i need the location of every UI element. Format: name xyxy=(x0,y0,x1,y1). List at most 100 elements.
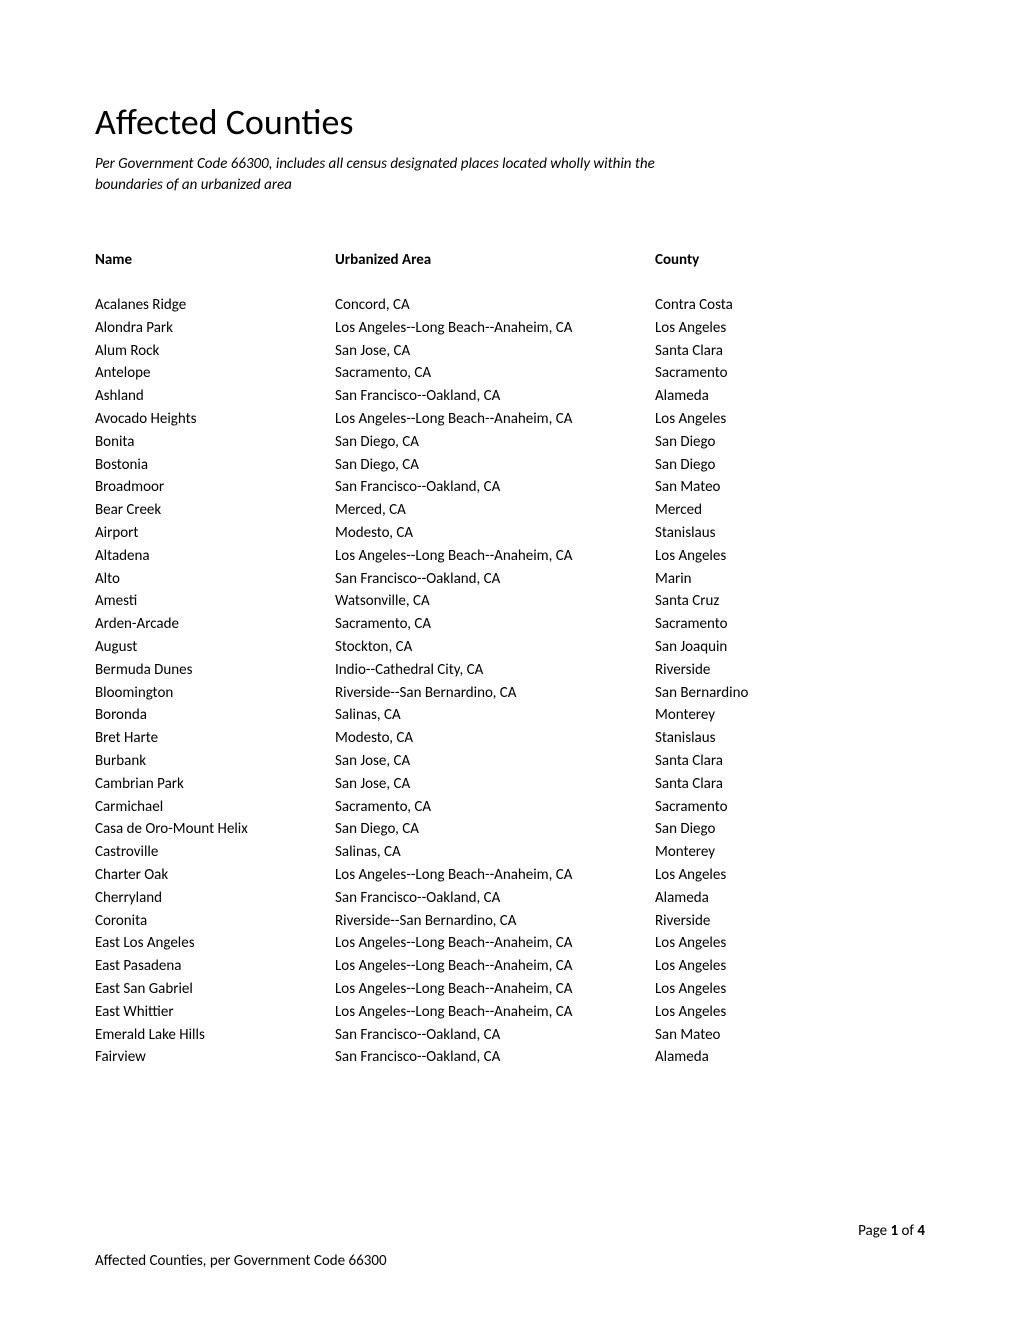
cell-county: Merced xyxy=(655,499,925,522)
cell-area: Sacramento, CA xyxy=(335,613,655,636)
cell-area: San Jose, CA xyxy=(335,773,655,796)
page-separator: of xyxy=(898,1222,917,1240)
cell-name: Arden-Arcade xyxy=(95,613,335,636)
cell-county: Riverside xyxy=(655,910,925,933)
table-row: AltadenaLos Angeles--Long Beach--Anaheim… xyxy=(95,545,925,568)
table-row: AshlandSan Francisco--Oakland, CAAlameda xyxy=(95,385,925,408)
table-row: CoronitaRiverside--San Bernardino, CARiv… xyxy=(95,910,925,933)
cell-name: Broadmoor xyxy=(95,476,335,499)
cell-name: Avocado Heights xyxy=(95,408,335,431)
cell-name: Burbank xyxy=(95,750,335,773)
cell-county: Marin xyxy=(655,568,925,591)
table-row: Bret HarteModesto, CAStanislaus xyxy=(95,727,925,750)
cell-name: Charter Oak xyxy=(95,864,335,887)
table-row: East Los AngelesLos Angeles--Long Beach-… xyxy=(95,932,925,955)
table-row: Alum RockSan Jose, CASanta Clara xyxy=(95,340,925,363)
cell-name: Amesti xyxy=(95,590,335,613)
cell-area: Indio--Cathedral City, CA xyxy=(335,659,655,682)
cell-county: San Joaquin xyxy=(655,636,925,659)
cell-name: East Pasadena xyxy=(95,955,335,978)
cell-area: San Francisco--Oakland, CA xyxy=(335,568,655,591)
cell-name: Bonita xyxy=(95,431,335,454)
cell-area: San Francisco--Oakland, CA xyxy=(335,476,655,499)
cell-county: Los Angeles xyxy=(655,1001,925,1024)
header-county: County xyxy=(655,251,925,269)
cell-name: Emerald Lake Hills xyxy=(95,1024,335,1047)
cell-county: Monterey xyxy=(655,704,925,727)
cell-area: Concord, CA xyxy=(335,294,655,317)
cell-county: Sacramento xyxy=(655,613,925,636)
table-row: CastrovilleSalinas, CAMonterey xyxy=(95,841,925,864)
cell-county: Los Angeles xyxy=(655,545,925,568)
table-row: Bermuda DunesIndio--Cathedral City, CARi… xyxy=(95,659,925,682)
cell-name: Altadena xyxy=(95,545,335,568)
cell-area: Riverside--San Bernardino, CA xyxy=(335,910,655,933)
table-row: CarmichaelSacramento, CASacramento xyxy=(95,796,925,819)
cell-county: Los Angeles xyxy=(655,408,925,431)
cell-name: East Whittier xyxy=(95,1001,335,1024)
cell-area: Los Angeles--Long Beach--Anaheim, CA xyxy=(335,932,655,955)
table-row: AntelopeSacramento, CASacramento xyxy=(95,362,925,385)
cell-name: Antelope xyxy=(95,362,335,385)
cell-area: Sacramento, CA xyxy=(335,796,655,819)
table-row: Bear CreekMerced, CAMerced xyxy=(95,499,925,522)
table-header-row: Name Urbanized Area County xyxy=(95,251,925,269)
cell-name: Boronda xyxy=(95,704,335,727)
cell-county: Alameda xyxy=(655,887,925,910)
table-row: Charter OakLos Angeles--Long Beach--Anah… xyxy=(95,864,925,887)
cell-county: San Diego xyxy=(655,431,925,454)
cell-county: Los Angeles xyxy=(655,932,925,955)
page-current: 1 xyxy=(891,1222,899,1240)
cell-county: Sacramento xyxy=(655,796,925,819)
cell-name: Alto xyxy=(95,568,335,591)
cell-name: Carmichael xyxy=(95,796,335,819)
cell-name: Ashland xyxy=(95,385,335,408)
cell-county: San Mateo xyxy=(655,1024,925,1047)
cell-area: San Francisco--Oakland, CA xyxy=(335,1046,655,1069)
table-row: BurbankSan Jose, CASanta Clara xyxy=(95,750,925,773)
cell-name: Bret Harte xyxy=(95,727,335,750)
cell-name: Bloomington xyxy=(95,682,335,705)
cell-county: Alameda xyxy=(655,385,925,408)
page-label-prefix: Page xyxy=(858,1222,890,1240)
cell-area: Los Angeles--Long Beach--Anaheim, CA xyxy=(335,545,655,568)
cell-area: San Jose, CA xyxy=(335,340,655,363)
table-row: Alondra ParkLos Angeles--Long Beach--Ana… xyxy=(95,317,925,340)
cell-name: East Los Angeles xyxy=(95,932,335,955)
cell-county: San Diego xyxy=(655,454,925,477)
table-row: AltoSan Francisco--Oakland, CAMarin xyxy=(95,568,925,591)
cell-name: Bostonia xyxy=(95,454,335,477)
cell-area: San Francisco--Oakland, CA xyxy=(335,385,655,408)
cell-county: Riverside xyxy=(655,659,925,682)
page-total: 4 xyxy=(917,1222,925,1240)
cell-area: Salinas, CA xyxy=(335,841,655,864)
table-row: BroadmoorSan Francisco--Oakland, CASan M… xyxy=(95,476,925,499)
cell-county: Stanislaus xyxy=(655,522,925,545)
cell-name: Bermuda Dunes xyxy=(95,659,335,682)
cell-name: Alum Rock xyxy=(95,340,335,363)
cell-name: East San Gabriel xyxy=(95,978,335,1001)
cell-area: San Diego, CA xyxy=(335,818,655,841)
table-row: Avocado HeightsLos Angeles--Long Beach--… xyxy=(95,408,925,431)
cell-county: Contra Costa xyxy=(655,294,925,317)
table-row: Acalanes RidgeConcord, CAContra Costa xyxy=(95,294,925,317)
cell-name: Airport xyxy=(95,522,335,545)
cell-area: Los Angeles--Long Beach--Anaheim, CA xyxy=(335,955,655,978)
page-title: Affected Counties xyxy=(95,100,925,144)
cell-area: Stockton, CA xyxy=(335,636,655,659)
page-subtitle: Per Government Code 66300, includes all … xyxy=(95,154,655,196)
cell-name: Coronita xyxy=(95,910,335,933)
table-row: Cambrian ParkSan Jose, CASanta Clara xyxy=(95,773,925,796)
cell-area: Los Angeles--Long Beach--Anaheim, CA xyxy=(335,864,655,887)
cell-area: San Jose, CA xyxy=(335,750,655,773)
cell-area: Los Angeles--Long Beach--Anaheim, CA xyxy=(335,1001,655,1024)
cell-name: Alondra Park xyxy=(95,317,335,340)
cell-county: Santa Cruz xyxy=(655,590,925,613)
header-area: Urbanized Area xyxy=(335,251,655,269)
table-row: FairviewSan Francisco--Oakland, CAAlamed… xyxy=(95,1046,925,1069)
page-number: Page 1 of 4 xyxy=(858,1222,925,1240)
cell-county: Monterey xyxy=(655,841,925,864)
table-row: East WhittierLos Angeles--Long Beach--An… xyxy=(95,1001,925,1024)
cell-county: Santa Clara xyxy=(655,750,925,773)
cell-county: San Bernardino xyxy=(655,682,925,705)
